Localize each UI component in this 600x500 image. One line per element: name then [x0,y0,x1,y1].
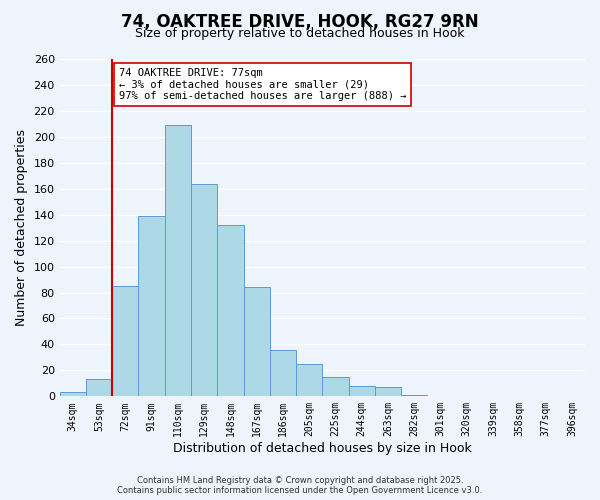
Bar [165,125,191,396]
Bar [296,364,322,396]
Text: Size of property relative to detached houses in Hook: Size of property relative to detached ho… [135,28,465,40]
Text: 74, OAKTREE DRIVE, HOOK, RG27 9RN: 74, OAKTREE DRIVE, HOOK, RG27 9RN [121,12,479,30]
Y-axis label: Number of detached properties: Number of detached properties [15,129,28,326]
Bar [375,388,401,396]
Text: 74 OAKTREE DRIVE: 77sqm
← 3% of detached houses are smaller (29)
97% of semi-det: 74 OAKTREE DRIVE: 77sqm ← 3% of detached… [119,68,406,102]
Bar [270,350,296,397]
Bar [112,286,139,397]
Bar [322,377,349,396]
Bar [244,288,270,397]
Bar [191,184,217,396]
X-axis label: Distribution of detached houses by size in Hook: Distribution of detached houses by size … [173,442,472,455]
Bar [139,216,165,396]
Text: Contains HM Land Registry data © Crown copyright and database right 2025.
Contai: Contains HM Land Registry data © Crown c… [118,476,482,495]
Bar [349,386,375,396]
Bar [86,380,112,396]
Bar [401,395,427,396]
Bar [59,392,86,396]
Bar [217,225,244,396]
